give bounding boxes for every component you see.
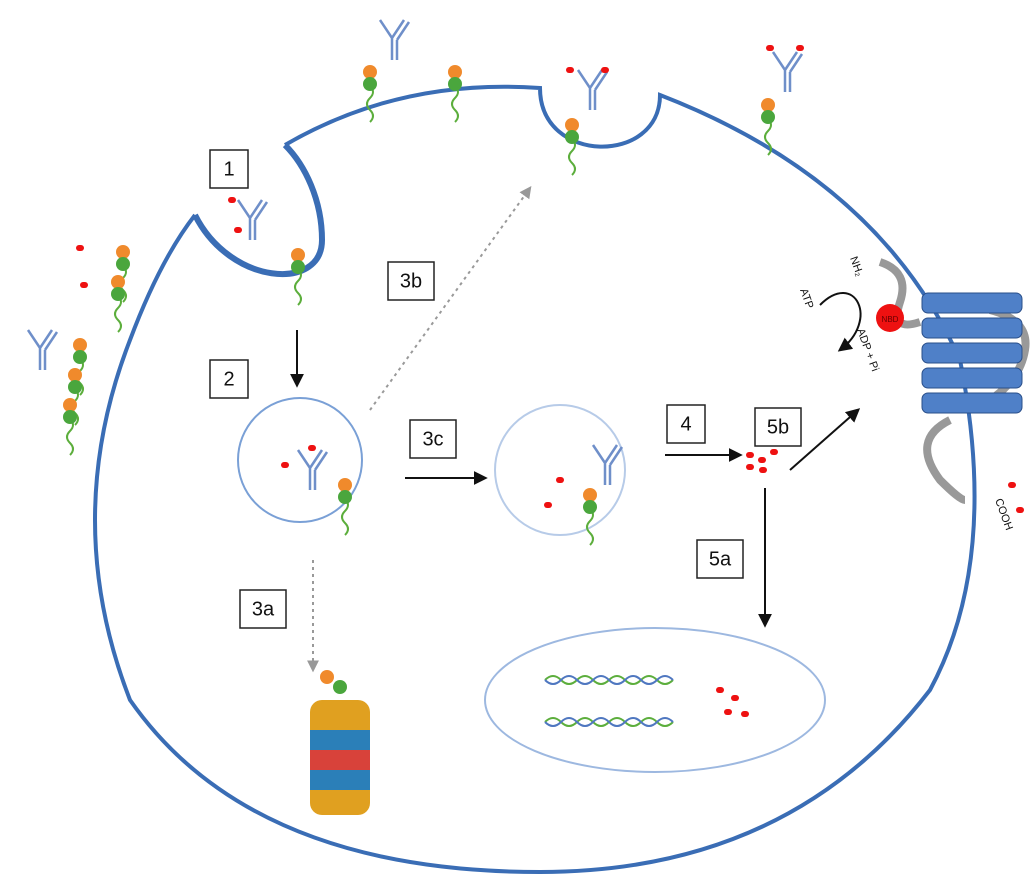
step-label: 4 (667, 405, 705, 443)
step-text: 2 (223, 368, 234, 390)
step-text: 3b (400, 270, 422, 292)
adp-label: ADP + Pi (854, 327, 881, 373)
step-text: 5a (709, 548, 732, 570)
step-text: 3a (252, 598, 275, 620)
step-text: 3c (422, 428, 443, 450)
step-text: 1 (223, 158, 234, 180)
transporter (820, 262, 1026, 500)
nh2-label: NH₂ (847, 255, 865, 278)
step-label: 3b (388, 262, 434, 300)
step-text: 5b (767, 416, 789, 438)
nbd-label: NBD (882, 315, 899, 324)
step-label: 1 (210, 150, 248, 188)
step-label: 3a (240, 590, 286, 628)
dna (545, 676, 673, 726)
step-label: 2 (210, 360, 248, 398)
diagram: 1 2 3a 3b 3c 4 5a 5b NH₂ ATP ADP + Pi CO… (0, 0, 1035, 877)
step-text: 4 (680, 413, 691, 435)
step-label: 5a (697, 540, 743, 578)
cooh-label: COOH (992, 497, 1015, 532)
step-label: 3c (410, 420, 456, 458)
step-label: 5b (755, 408, 801, 446)
nucleus (485, 628, 825, 772)
atp-label: ATP (797, 287, 815, 310)
cell-membrane (95, 87, 975, 872)
proteasome (310, 670, 370, 815)
